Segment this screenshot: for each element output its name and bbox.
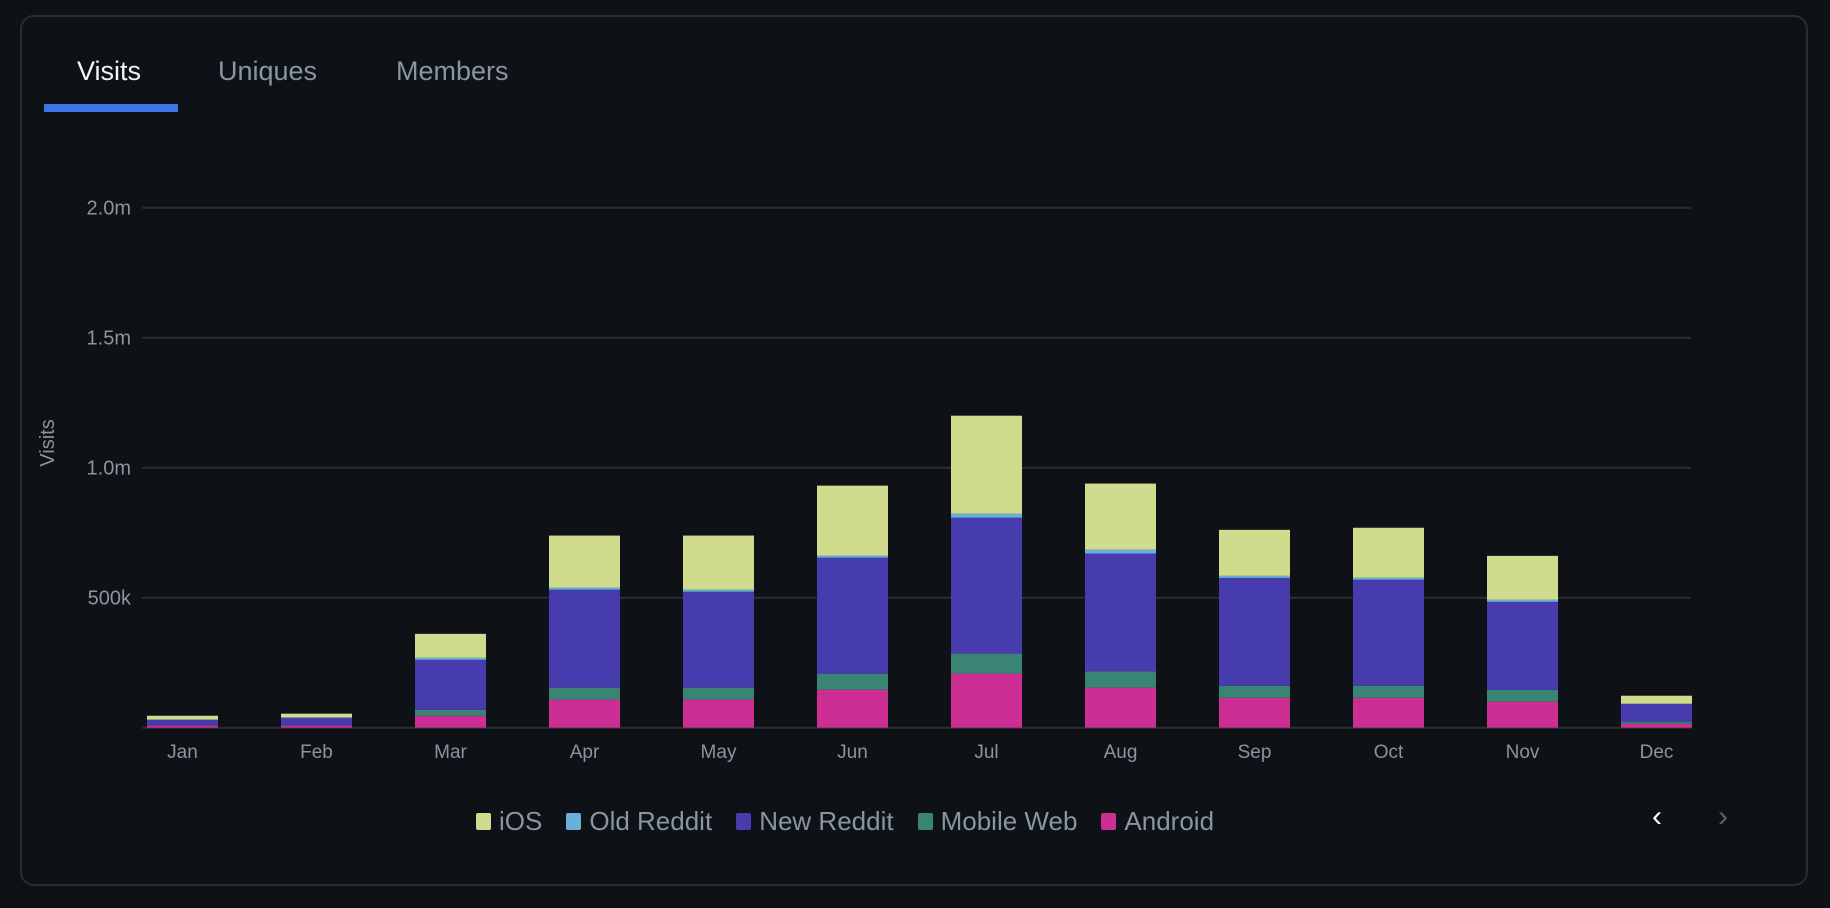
bar-segment-android: [951, 673, 1022, 728]
bar-segment-old-reddit: [817, 555, 888, 558]
bar-segment-android: [147, 725, 218, 728]
bar-segment-ios: [415, 633, 486, 658]
x-tick-label: Sep: [1238, 742, 1272, 763]
legend-item-new-reddit[interactable]: New Reddit: [736, 806, 894, 837]
legend-swatch: [736, 813, 752, 830]
tab-members[interactable]: Members: [396, 56, 509, 86]
x-tick-label: Apr: [570, 742, 600, 763]
x-tick-label: Jun: [837, 742, 868, 763]
bar-segment-ios: [549, 535, 620, 588]
legend-item-ios[interactable]: iOS: [476, 806, 542, 837]
bar-segment-mobile-web: [1487, 689, 1558, 702]
chevron-left-icon: ‹: [1652, 800, 1662, 833]
legend-swatch: [476, 813, 491, 830]
legend-swatch: [1101, 813, 1117, 830]
legend-swatch: [917, 813, 933, 830]
x-tick-label: Dec: [1640, 742, 1674, 763]
bar-segment-android: [683, 699, 754, 728]
active-tab-indicator: [44, 104, 178, 112]
bar-segment-new-reddit: [817, 557, 888, 674]
legend-label: Mobile Web: [940, 806, 1078, 836]
bar-segment-android: [1621, 723, 1692, 728]
bar-segment-new-reddit: [1085, 553, 1156, 672]
bar-segment-old-reddit: [1487, 599, 1558, 602]
x-tick-label: Nov: [1506, 742, 1540, 763]
bar-segment-mobile-web: [549, 687, 620, 700]
bar-segment-android: [549, 699, 620, 728]
x-tick-label: Aug: [1104, 742, 1138, 763]
bar-segment-mobile-web: [817, 673, 888, 690]
bar-segment-ios: [1219, 529, 1290, 576]
chevron-right-icon: ›: [1718, 800, 1728, 833]
y-tick-label: 1.5m: [87, 328, 131, 350]
bar-segment-old-reddit: [683, 589, 754, 592]
bar-segment-new-reddit: [683, 591, 754, 688]
prev-page-button[interactable]: ‹: [1652, 800, 1662, 834]
bar-segment-android: [1487, 701, 1558, 728]
bar-segment-android: [415, 715, 486, 728]
bar-segment-new-reddit: [1487, 601, 1558, 690]
bar-segment-new-reddit: [147, 719, 218, 726]
bar-segment-ios: [147, 715, 218, 720]
bar-segment-ios: [951, 415, 1022, 514]
bar-segment-new-reddit: [281, 717, 352, 726]
bar-segment-ios: [1353, 527, 1424, 578]
bar-segment-mobile-web: [1219, 685, 1290, 698]
legend-item-android[interactable]: Android: [1101, 806, 1214, 837]
bar-segment-old-reddit: [1219, 575, 1290, 578]
bar-segment-mobile-web: [1621, 721, 1692, 724]
bar-segment-new-reddit: [1353, 579, 1424, 686]
bar-segment-old-reddit: [1353, 577, 1424, 580]
legend-label: Old Reddit: [589, 806, 713, 836]
x-tick-label: Mar: [434, 742, 467, 763]
y-axis-label: Visits: [37, 419, 59, 466]
legend-item-mobile-web[interactable]: Mobile Web: [917, 806, 1078, 837]
bar-segment-new-reddit: [1621, 703, 1692, 722]
legend-swatch: [566, 813, 582, 830]
bar-segment-old-reddit: [951, 513, 1022, 518]
bar-segment-android: [281, 725, 352, 728]
bar-segment-ios: [1621, 695, 1692, 704]
tab-uniques[interactable]: Uniques: [218, 56, 318, 86]
next-page-button[interactable]: ›: [1718, 800, 1728, 834]
x-tick-label: Jul: [974, 742, 998, 763]
bar-segment-android: [1219, 697, 1290, 728]
bar-segment-ios: [1085, 483, 1156, 550]
tab-visits[interactable]: Visits: [77, 56, 142, 86]
bar-segment-android: [1085, 687, 1156, 728]
chart-legend: iOS Old Reddit New Reddit Mobile Web Android: [476, 806, 1214, 837]
bar-segment-android: [1353, 697, 1424, 728]
bar-segment-old-reddit: [1085, 549, 1156, 554]
y-tick-label: 2.0m: [87, 198, 131, 220]
bar-segment-mobile-web: [683, 687, 754, 700]
bar-segment-new-reddit: [549, 589, 620, 688]
bar-segment-new-reddit: [1219, 577, 1290, 686]
bar-segment-new-reddit: [415, 659, 486, 710]
x-tick-label: Oct: [1374, 742, 1404, 763]
bar-segment-old-reddit: [549, 587, 620, 590]
bar-segment-ios: [1487, 555, 1558, 600]
bar-segment-mobile-web: [1085, 671, 1156, 688]
bar-segment-android: [817, 689, 888, 728]
bar-segment-mobile-web: [951, 653, 1022, 674]
y-tick-label: 500k: [88, 588, 132, 610]
bar-segment-new-reddit: [951, 517, 1022, 654]
legend-item-old-reddit[interactable]: Old Reddit: [566, 806, 712, 837]
y-tick-label: 1.0m: [87, 458, 131, 480]
x-tick-label: May: [701, 742, 737, 763]
bar-segment-mobile-web: [415, 709, 486, 716]
legend-label: iOS: [499, 806, 543, 836]
bar-segment-ios: [683, 535, 754, 590]
bar-segment-mobile-web: [1353, 685, 1424, 698]
bar-segment-ios: [281, 713, 352, 718]
legend-label: New Reddit: [759, 806, 894, 836]
stats-card: [20, 15, 1808, 886]
bar-segment-old-reddit: [415, 657, 486, 660]
legend-label: Android: [1124, 806, 1215, 836]
x-tick-label: Feb: [300, 742, 333, 763]
x-tick-label: Jan: [167, 742, 198, 763]
bar-segment-ios: [817, 485, 888, 556]
